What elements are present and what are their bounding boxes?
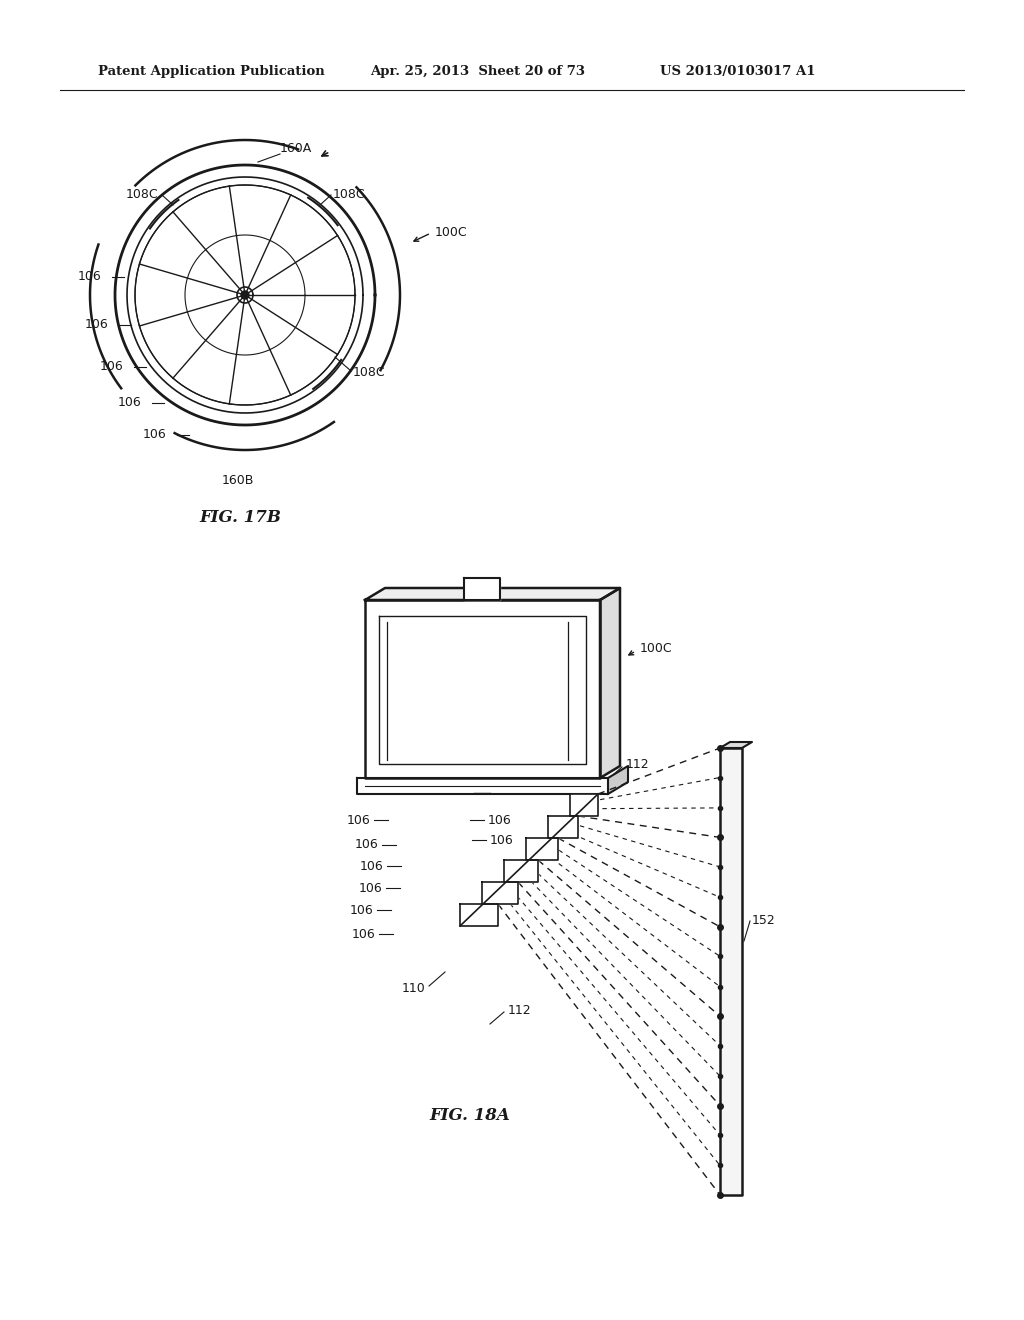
Text: 106: 106 [78,271,101,284]
Text: 106: 106 [100,360,124,374]
Text: Apr. 25, 2013  Sheet 20 of 73: Apr. 25, 2013 Sheet 20 of 73 [370,66,585,78]
Text: 108C: 108C [353,367,386,380]
Text: 160B: 160B [222,474,254,487]
Polygon shape [241,290,249,300]
Polygon shape [115,165,375,425]
Polygon shape [379,616,586,764]
Polygon shape [365,601,600,777]
Text: 160A: 160A [280,141,312,154]
Text: 106: 106 [488,813,512,826]
Polygon shape [460,904,498,927]
Polygon shape [600,587,620,777]
Polygon shape [237,286,253,304]
Text: FIG. 18A: FIG. 18A [430,1106,510,1123]
Polygon shape [608,766,628,795]
Text: 112: 112 [508,1003,531,1016]
Text: 112: 112 [626,759,649,771]
Text: 106: 106 [85,318,109,331]
Text: 100C: 100C [435,227,468,239]
Text: 106: 106 [349,903,373,916]
Polygon shape [504,861,538,882]
Text: 106: 106 [351,928,375,940]
Polygon shape [357,777,608,795]
Text: 106: 106 [118,396,142,409]
Text: 108C: 108C [333,189,366,202]
Polygon shape [720,748,742,1195]
Polygon shape [482,882,518,904]
Text: 106: 106 [490,833,514,846]
Text: 108C: 108C [126,189,159,202]
Polygon shape [570,795,598,816]
Text: 106: 106 [143,429,167,441]
Polygon shape [548,816,578,838]
Text: FIG. 17B: FIG. 17B [199,510,281,527]
Text: 106: 106 [354,838,378,851]
Polygon shape [526,838,558,861]
Text: 106: 106 [359,859,383,873]
Text: 106: 106 [358,882,382,895]
Polygon shape [720,742,752,748]
Text: Patent Application Publication: Patent Application Publication [98,66,325,78]
Text: 152: 152 [752,915,776,928]
Text: 100C: 100C [640,643,673,656]
Text: 106: 106 [346,813,370,826]
Polygon shape [464,578,500,601]
Polygon shape [365,587,620,601]
Text: US 2013/0103017 A1: US 2013/0103017 A1 [660,66,815,78]
Text: 110: 110 [401,982,425,994]
